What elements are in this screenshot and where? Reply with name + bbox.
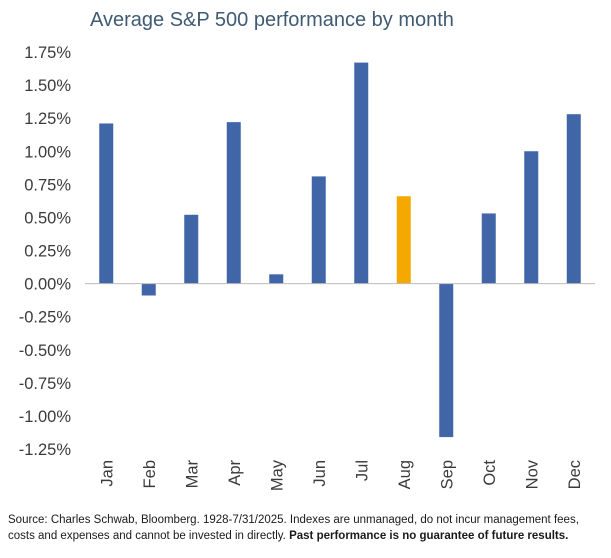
x-tick-label: Jun [311,460,329,487]
bar-feb [141,283,156,296]
y-tick-label: 1.00% [24,143,71,161]
y-tick-label: 0.50% [24,209,71,227]
y-tick-label: 0.00% [24,276,71,294]
x-tick-label: Nov [523,459,541,489]
y-tick-label: -0.75% [19,375,72,393]
x-tick-label: Jan [98,460,116,487]
x-tick-label: May [268,459,286,491]
bar-nov [524,151,539,284]
bar-apr [226,122,241,284]
y-tick-label: 1.75% [24,44,71,62]
x-tick-label: Aug [396,460,414,489]
y-tick-label: -1.25% [19,441,72,459]
x-tick-label: Sep [438,460,456,489]
x-tick-label: Jul [353,460,371,481]
y-tick-label: 0.75% [24,176,71,194]
y-tick-label: -0.25% [19,309,72,327]
y-tick-label: 1.50% [24,77,71,95]
x-tick-label: Dec [566,460,584,489]
x-tick-label: Mar [183,460,201,489]
footnote-source-text: Source: Charles Schwab, Bloomberg. 1928-… [8,514,579,542]
bar-sep [439,283,454,438]
chart-title: Average S&P 500 performance by month [90,9,454,31]
bar-mar [184,214,199,284]
y-tick-label: 1.25% [24,110,71,128]
bar-chart: 1.75% 1.50% 1.25% 1.00% 0.75% 0.50% 0.25% 0.00%… [19,44,595,491]
bar-aug [396,196,411,284]
x-tick-label: Feb [141,460,159,488]
footnote-disclaimer: Past performance is no guarantee of futu… [289,530,569,542]
bar-may [269,274,284,284]
footnote: Source: Charles Schwab, Bloomberg. 1928-… [8,512,606,544]
bar-oct [481,213,496,284]
bar-jun [311,176,326,284]
y-tick-label: -1.00% [19,408,72,426]
y-tick-label: -0.50% [19,342,72,360]
x-tick-label: Oct [481,460,499,486]
bar-jul [354,62,369,284]
bar-jan [99,123,114,284]
y-tick-label: 0.25% [24,243,71,261]
bar-dec [566,114,581,284]
x-tick-label: Apr [226,460,244,486]
